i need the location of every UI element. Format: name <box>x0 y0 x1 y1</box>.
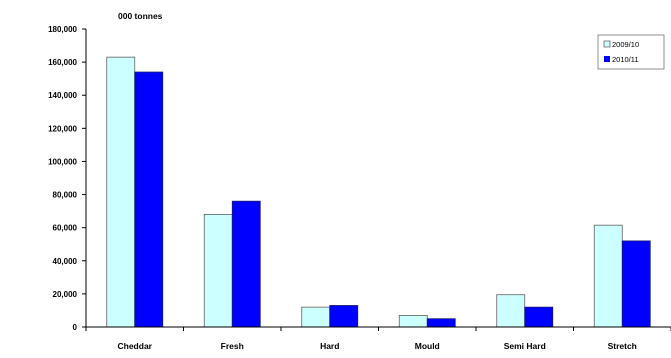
y-tick-label: 20,000 <box>53 290 78 299</box>
bar-cheddar-2009-10 <box>106 56 136 328</box>
y-tick-label: 140,000 <box>48 91 77 100</box>
y-axis: 0 20,000 40,000 60,000 80,000 100,000 120,000 1… <box>48 25 87 332</box>
x-tick-label-stretch: Stretch <box>608 341 637 351</box>
bar-cheddar-2010-11 <box>134 71 164 328</box>
x-tick-label-hard: Hard <box>320 341 339 351</box>
y-tick-label: 0 <box>73 323 78 332</box>
bar-fresh-2009-10 <box>203 214 233 328</box>
bar-stretch-2009-10 <box>593 224 623 328</box>
x-tick-label-cheddar: Cheddar <box>118 341 153 351</box>
x-tick-label-semi-hard: Semi Hard <box>504 341 546 351</box>
y-tick-label: 40,000 <box>53 257 78 266</box>
x-tick-label-mould: Mould <box>415 341 440 351</box>
bar-semi-hard-2010-11 <box>524 306 554 328</box>
bars <box>106 56 651 328</box>
legend-swatch-2009-10 <box>603 40 611 48</box>
legend: 2009/10 2010/11 <box>597 34 665 70</box>
y-tick-label: 80,000 <box>53 191 78 200</box>
bar-fresh-2010-11 <box>231 200 261 328</box>
y-tick-label: 100,000 <box>48 157 77 166</box>
bar-stretch-2010-11 <box>621 240 651 328</box>
legend-swatch-2010-11 <box>604 56 610 62</box>
y-tick-label: 60,000 <box>53 224 78 233</box>
x-tick-label-fresh: Fresh <box>221 341 244 351</box>
bar-hard-2010-11 <box>329 305 359 328</box>
legend-label-2010-11: 2010/11 <box>612 55 639 64</box>
bar-mould-2010-11 <box>426 318 456 328</box>
legend-label-2009-10: 2009/10 <box>612 40 639 49</box>
bar-hard-2009-10 <box>301 306 331 328</box>
y-tick-label: 180,000 <box>48 25 77 34</box>
y-tick-label: 120,000 <box>48 124 77 133</box>
y-tick-label: 160,000 <box>48 58 77 67</box>
bar-mould-2009-10 <box>398 315 428 328</box>
chart-title: 000 tonnes <box>118 11 163 21</box>
bar-semi-hard-2009-10 <box>496 294 526 328</box>
x-axis: Cheddar Fresh Hard Mould Semi Hard Stretch <box>85 326 671 351</box>
